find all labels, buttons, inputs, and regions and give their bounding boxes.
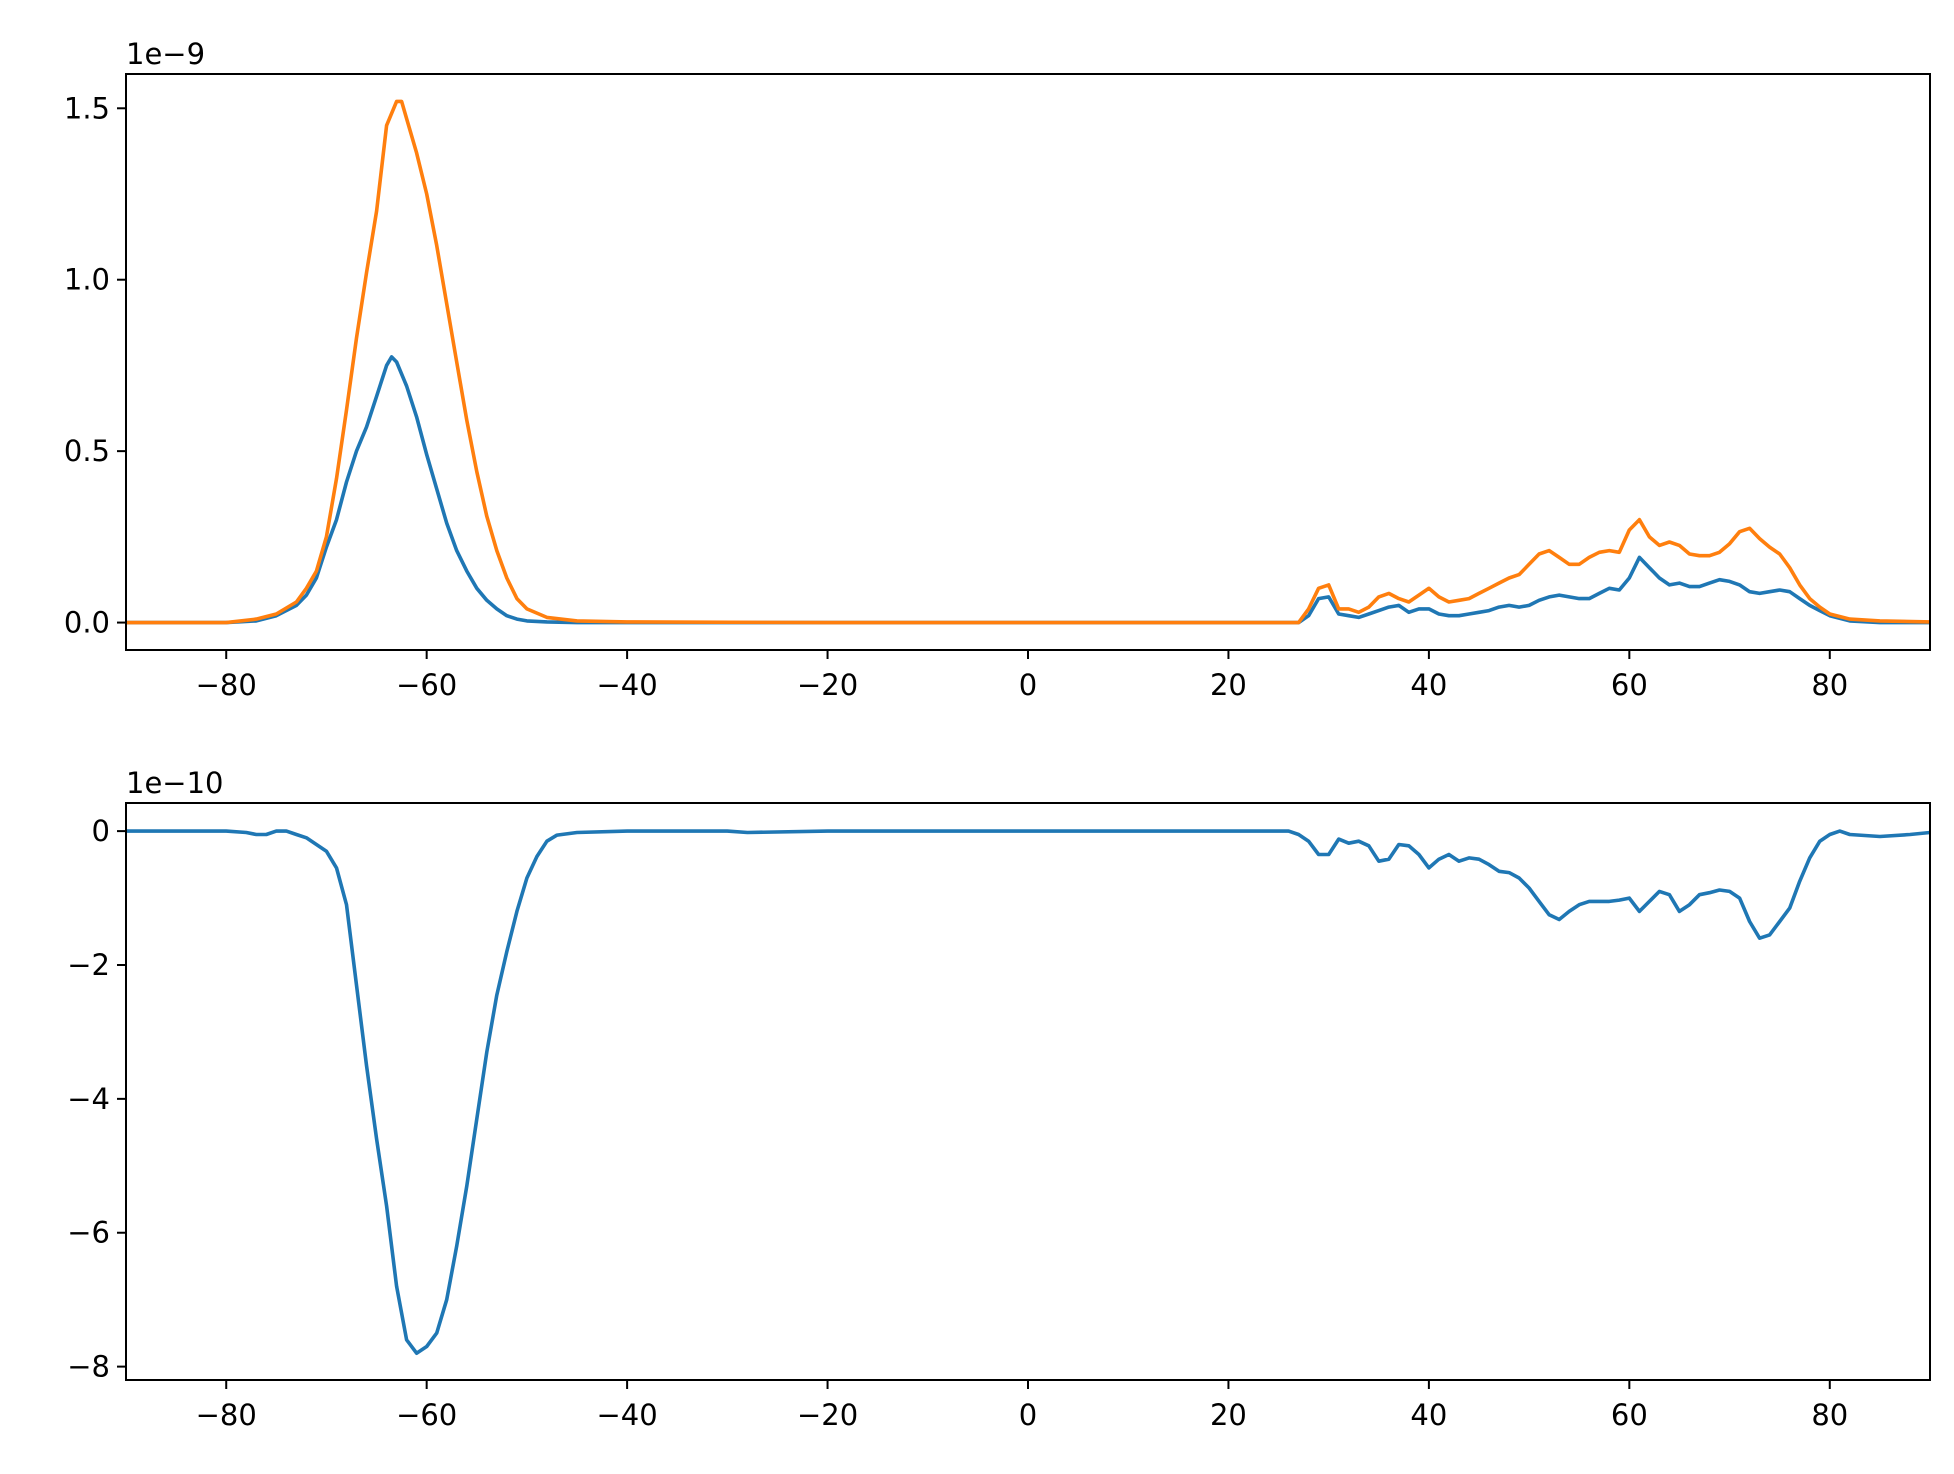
top-panel-x-tick-label: 60 — [1611, 668, 1648, 702]
bottom-panel-x-tick-label: −80 — [196, 1398, 257, 1432]
bottom-panel-y-tick-label: −4 — [67, 1082, 110, 1116]
bottom-panel-x-tick-label: 20 — [1210, 1398, 1247, 1432]
bottom-panel-series-line-0 — [126, 829, 1930, 1355]
top-panel: −80 −60 −40 −20 0 20 40 60 80 0.0 0.5 1.0 1.5 1e−9 — [64, 37, 1931, 702]
bottom-panel-x-tick-label: 40 — [1410, 1398, 1447, 1432]
bottom-panel-y-tick-label: −2 — [67, 948, 110, 982]
top-panel-y-tick-label: 0.0 — [64, 606, 110, 640]
bottom-panel-x-tick-label: 60 — [1611, 1398, 1648, 1432]
bottom-panel-lines — [126, 829, 1930, 1355]
bottom-panel: −80 −60 −40 −20 0 20 40 60 80 0 −2 −4 −6 −8 1e−10 — [67, 766, 1931, 1432]
top-panel-x-tick-label: −40 — [597, 668, 658, 702]
bottom-panel-y-tick-label: −6 — [67, 1216, 110, 1250]
top-panel-x-tick-label: 80 — [1811, 668, 1848, 702]
top-panel-y-tick-label: 1.5 — [64, 91, 110, 125]
bottom-panel-x-tick-label: −60 — [396, 1398, 457, 1432]
top-panel-series-line-1 — [126, 99, 1930, 625]
bottom-panel-y-tick-label: −8 — [67, 1350, 110, 1384]
top-panel-y-tick-label: 1.0 — [64, 263, 110, 297]
top-panel-x-ticks: −80 −60 −40 −20 0 20 40 60 80 — [196, 650, 1848, 702]
top-panel-y-tick-label: 0.5 — [64, 434, 110, 468]
top-panel-x-tick-label: 20 — [1210, 668, 1247, 702]
bottom-panel-x-tick-label: 0 — [1019, 1398, 1037, 1432]
bottom-panel-x-tick-label: 80 — [1811, 1398, 1848, 1432]
bottom-panel-offset-label: 1e−10 — [126, 766, 224, 800]
bottom-panel-y-tick-label: 0 — [92, 814, 110, 848]
bottom-panel-x-ticks: −80 −60 −40 −20 0 20 40 60 80 — [196, 1380, 1848, 1432]
top-panel-y-ticks: 0.0 0.5 1.0 1.5 — [64, 91, 126, 640]
bottom-panel-y-ticks: 0 −2 −4 −6 −8 — [67, 814, 126, 1384]
bottom-panel-x-tick-label: −20 — [797, 1398, 858, 1432]
top-panel-series-line-0 — [126, 355, 1930, 625]
top-panel-x-tick-label: −80 — [196, 668, 257, 702]
top-panel-x-tick-label: 0 — [1019, 668, 1037, 702]
top-panel-x-tick-label: 40 — [1410, 668, 1447, 702]
top-panel-x-tick-label: −20 — [797, 668, 858, 702]
bottom-panel-x-tick-label: −40 — [597, 1398, 658, 1432]
top-panel-x-tick-label: −60 — [396, 668, 457, 702]
top-panel-offset-label: 1e−9 — [126, 37, 205, 71]
top-panel-lines — [126, 99, 1930, 625]
